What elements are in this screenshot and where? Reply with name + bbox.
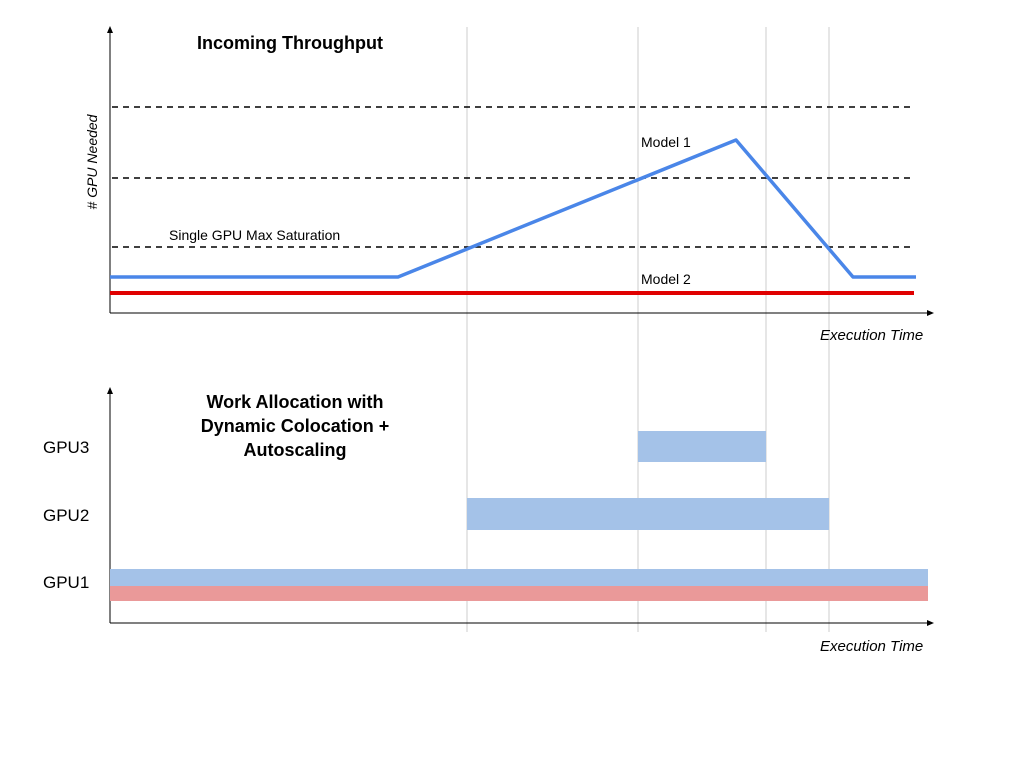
capacity-thresholds [112, 106, 914, 248]
model1-series-line [110, 138, 916, 279]
gpu2-label: GPU2 [43, 506, 90, 525]
gpu3-model1-bar [638, 431, 766, 462]
bottom-x-arrow [927, 620, 934, 626]
allocation-bars [110, 431, 928, 601]
gpu1-model2-bar [110, 586, 928, 601]
bottom-y-arrow [107, 387, 113, 394]
gpu2-model1-bar [467, 498, 829, 530]
top-chart-title: Incoming Throughput [197, 33, 383, 53]
bottom-chart-title: Work Allocation with Dynamic Colocation … [160, 390, 430, 462]
bottom-x-axis-label: Execution Time [820, 638, 924, 655]
top-y-arrow [107, 26, 113, 33]
gpu1-model1-bar [110, 569, 928, 586]
top-x-axis-label: Execution Time [820, 327, 924, 344]
model2-label: Model 2 [641, 271, 691, 287]
top-axes [107, 26, 934, 316]
bottom-title-line-2: Dynamic Colocation + [200, 416, 390, 436]
top-y-axis-label: # GPU Needed [84, 114, 100, 210]
gpu3-label: GPU3 [43, 438, 90, 457]
top-x-arrow [927, 310, 934, 316]
model1-label: Model 1 [641, 134, 691, 150]
gpu1-label: GPU1 [43, 573, 90, 592]
threshold-label: Single GPU Max Saturation [169, 227, 341, 243]
bottom-title-line-3: Autoscaling [243, 440, 347, 460]
time-guides [466, 27, 830, 632]
bottom-title-line-1: Work Allocation with [206, 392, 384, 412]
